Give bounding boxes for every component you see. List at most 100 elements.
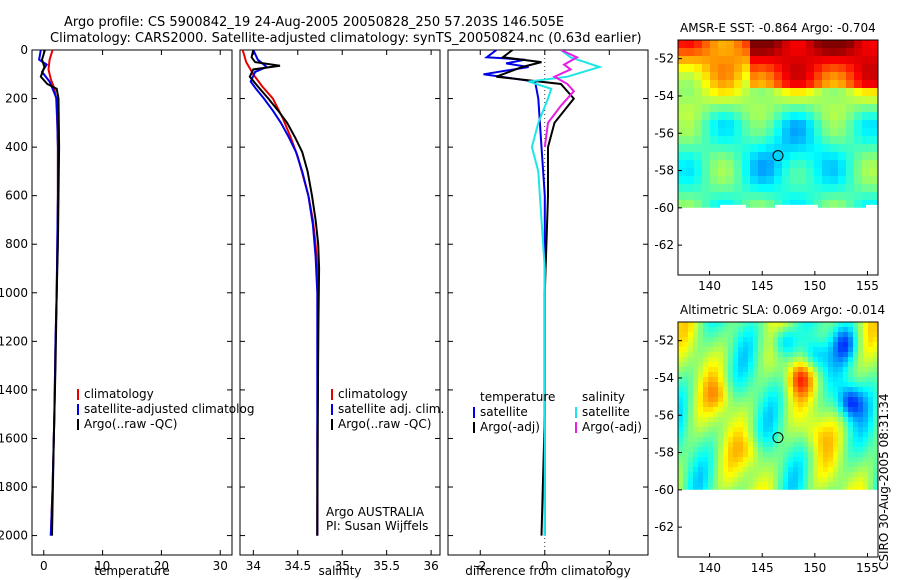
sla_map-cell bbox=[803, 377, 809, 383]
sla_map-cell bbox=[863, 467, 869, 473]
sla_map-cell bbox=[688, 467, 694, 473]
sla_map-cell bbox=[848, 332, 854, 338]
sla_map-cell bbox=[753, 357, 759, 363]
sla_map-cell bbox=[708, 427, 714, 433]
sla_map-cell bbox=[863, 332, 869, 338]
sla_map-cell bbox=[748, 477, 754, 483]
sst_map-cell bbox=[846, 40, 855, 49]
sla_map-cell bbox=[783, 437, 789, 443]
sla_map-cell bbox=[848, 377, 854, 383]
sla_map-cell bbox=[863, 432, 869, 438]
sla_map-cell bbox=[843, 442, 849, 448]
sla_map-cell bbox=[703, 427, 709, 433]
sla_map-cell bbox=[768, 472, 774, 478]
sla_map-cell bbox=[678, 402, 684, 408]
sla_map-cell bbox=[838, 417, 844, 423]
sla_map-cell bbox=[708, 327, 714, 333]
sst_map-cell bbox=[710, 128, 719, 137]
sst_map-cell bbox=[702, 48, 711, 57]
sla_map-cell bbox=[683, 482, 689, 488]
sst_map-cell bbox=[710, 88, 719, 97]
sla_map-cell bbox=[768, 457, 774, 463]
sst_map-cell bbox=[750, 192, 759, 201]
sla_map-cell bbox=[818, 392, 824, 398]
sla_map-cell bbox=[813, 452, 819, 458]
sla_map-cell bbox=[843, 342, 849, 348]
sst_map-cell bbox=[758, 136, 767, 145]
sla_map-cell bbox=[813, 432, 819, 438]
sla_map-cell bbox=[683, 427, 689, 433]
sla_map-cell bbox=[678, 382, 684, 388]
sla_map-cell bbox=[818, 362, 824, 368]
sla_map-cell bbox=[768, 377, 774, 383]
sla_map-cell bbox=[828, 477, 834, 483]
sst_map-cell bbox=[750, 144, 759, 153]
sla_map-cell bbox=[868, 367, 874, 373]
sla_map-cell bbox=[718, 392, 724, 398]
sla_map-cell bbox=[713, 402, 719, 408]
sla_map-cell bbox=[678, 322, 684, 328]
sst_map-cell bbox=[822, 64, 831, 73]
sst_map-cell bbox=[806, 112, 815, 121]
salinity-xtick-label: 34 bbox=[246, 559, 261, 573]
sla_map-cell bbox=[778, 487, 784, 490]
sla_map-cell bbox=[763, 477, 769, 483]
sla_map-cell bbox=[813, 482, 819, 488]
sst_map-cell bbox=[766, 152, 775, 161]
sst_map-cell bbox=[790, 96, 799, 105]
sla_map-cell bbox=[698, 407, 704, 413]
sla_map-cell bbox=[868, 477, 874, 483]
sla_map-cell bbox=[863, 457, 869, 463]
sla_map-cell bbox=[858, 352, 864, 358]
sla_map-cell bbox=[838, 397, 844, 403]
sla_map-cell bbox=[803, 387, 809, 393]
sla_map-cell bbox=[848, 437, 854, 443]
sst_map-frame bbox=[677, 39, 879, 276]
salinity-legend-label: climatology bbox=[338, 387, 408, 401]
sla_map-cell bbox=[818, 337, 824, 343]
sst_map-cell bbox=[758, 184, 767, 193]
sla_map-cell bbox=[678, 467, 684, 473]
sla_map-cell bbox=[718, 437, 724, 443]
sla_map-cell bbox=[798, 447, 804, 453]
sla_map-cell bbox=[813, 332, 819, 338]
sla_map-cell bbox=[823, 382, 829, 388]
sst_map-cell bbox=[822, 136, 831, 145]
sla_map-cell bbox=[818, 462, 824, 468]
sla_map-cell bbox=[868, 357, 874, 363]
sst_map-cell bbox=[774, 200, 783, 208]
sla_map-cell bbox=[848, 427, 854, 433]
sla_map-cell bbox=[763, 462, 769, 468]
sla_map-cell bbox=[693, 487, 699, 490]
sst_map-cell bbox=[702, 184, 711, 193]
sla_map-cell bbox=[858, 427, 864, 433]
sst_map-cell bbox=[718, 112, 727, 121]
sla_map-cell bbox=[728, 412, 734, 418]
sla_map-cell bbox=[823, 462, 829, 468]
sla_map-cell bbox=[793, 402, 799, 408]
sst_map-cell bbox=[798, 168, 807, 177]
sla_map-cell bbox=[823, 342, 829, 348]
sla_map-ytick-label: -60 bbox=[654, 483, 674, 497]
sla_map-cell bbox=[683, 457, 689, 463]
depth-tick-label: 0 bbox=[20, 43, 28, 57]
sla_map-cell bbox=[808, 437, 814, 443]
sla_map-cell bbox=[763, 367, 769, 373]
sla_map-cell bbox=[713, 487, 719, 490]
sla_map-cell bbox=[723, 472, 729, 478]
sla_map-cell bbox=[728, 347, 734, 353]
sst_map-cell bbox=[726, 40, 735, 49]
sla_map-cell bbox=[778, 342, 784, 348]
sla_map-cell bbox=[783, 487, 789, 490]
sla_map-cell bbox=[858, 362, 864, 368]
sla_map-cell bbox=[703, 412, 709, 418]
sla_map-cell bbox=[683, 352, 689, 358]
sst_map-cell bbox=[686, 72, 695, 81]
sst_map-cell bbox=[742, 96, 751, 105]
sla_map-cell bbox=[748, 387, 754, 393]
sst_map-cell bbox=[790, 136, 799, 145]
sst_map-cell bbox=[862, 136, 871, 145]
sst_map-cell bbox=[822, 80, 831, 89]
sla_map-cell bbox=[698, 462, 704, 468]
sla_map-cell bbox=[873, 397, 879, 403]
